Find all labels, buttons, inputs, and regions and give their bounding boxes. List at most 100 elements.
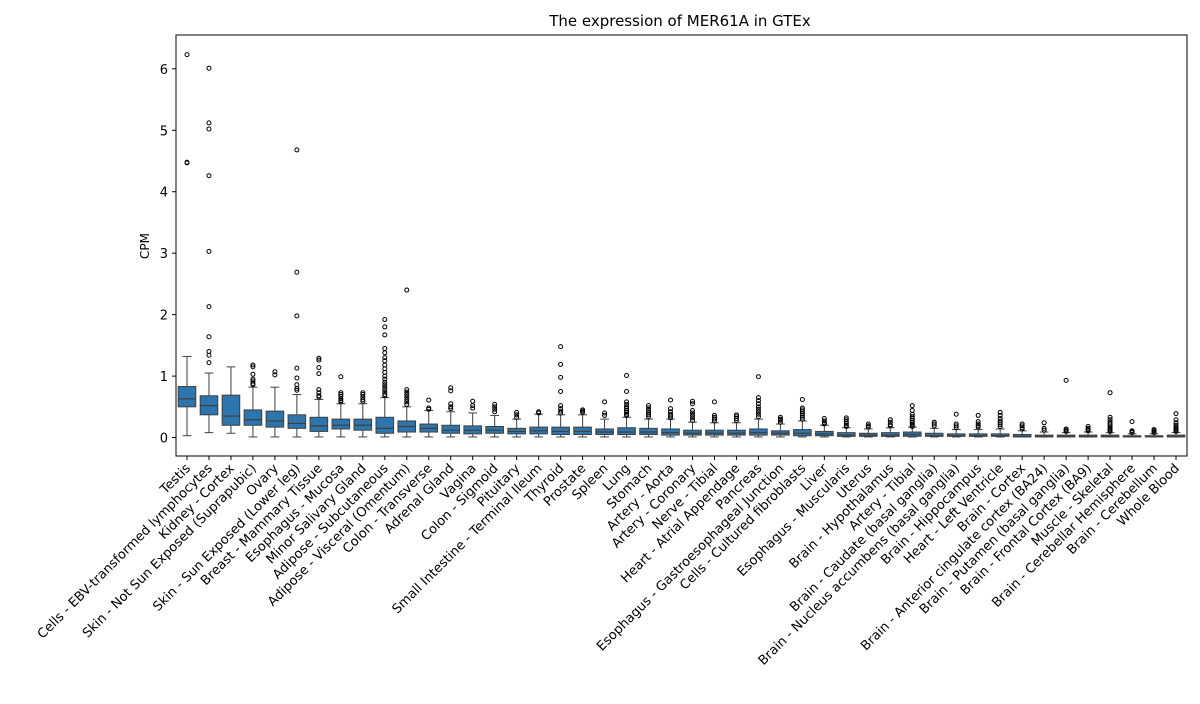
outlier-point: [602, 410, 608, 416]
box-iqr: [990, 433, 1010, 437]
outlier-point: [206, 334, 212, 340]
outlier-point: [382, 384, 388, 390]
outlier-point: [668, 397, 674, 403]
outlier-point: [821, 421, 827, 427]
outlier-point: [711, 418, 717, 424]
outlier-point: [382, 345, 388, 351]
outlier-point: [689, 410, 695, 416]
outlier-point: [492, 406, 498, 412]
y-tick-label: 4: [160, 186, 168, 201]
outlier-point: [997, 422, 1003, 428]
outlier-point: [602, 399, 608, 405]
box-iqr: [551, 426, 570, 435]
outlier-point: [382, 373, 388, 379]
outlier-point: [404, 394, 410, 400]
outlier-point: [514, 409, 520, 415]
outlier-point: [1019, 423, 1025, 429]
outlier-point: [997, 409, 1003, 415]
outlier-point: [404, 401, 410, 407]
outlier-point: [382, 332, 388, 338]
outlier-point: [492, 404, 498, 410]
outlier-point: [316, 364, 322, 370]
outlier-point: [711, 416, 717, 422]
box-iqr: [243, 409, 263, 426]
y-tick-label: 5: [160, 124, 168, 139]
y-tick-label: 0: [160, 432, 168, 447]
outlier-point: [558, 408, 564, 414]
outlier-point: [448, 401, 454, 407]
outlier-point: [470, 398, 476, 404]
outlier-point: [909, 423, 915, 429]
outlier-point: [448, 388, 454, 394]
outlier-point: [382, 387, 388, 393]
box-iqr: [375, 416, 395, 434]
outlier-point: [426, 406, 432, 412]
box-iqr: [968, 433, 988, 437]
box-iqr: [683, 429, 702, 436]
outlier-point: [316, 357, 322, 363]
box-iqr: [946, 433, 966, 437]
outlier-point: [1063, 377, 1069, 383]
box-iqr: [441, 424, 461, 434]
outlier-point: [602, 412, 608, 418]
outlier-point: [1041, 420, 1047, 426]
outlier-point: [316, 394, 322, 400]
outlier-point: [382, 317, 388, 323]
outlier-point: [865, 421, 871, 427]
outlier-point: [338, 374, 344, 380]
outlier-point: [404, 387, 410, 393]
outlier-point: [294, 365, 300, 371]
outlier-point: [975, 412, 981, 418]
outlier-point: [646, 412, 652, 418]
outlier-point: [360, 392, 366, 398]
outlier-point: [689, 398, 695, 404]
outlier-point: [689, 408, 695, 414]
outlier-point: [514, 412, 520, 418]
outlier-point: [184, 160, 190, 166]
box-iqr: [749, 428, 768, 436]
outlier-point: [646, 403, 652, 409]
outlier-point: [624, 399, 630, 405]
outlier-point: [624, 372, 630, 378]
outlier-point: [250, 364, 256, 370]
outlier-point: [1107, 414, 1113, 420]
outlier-point: [755, 409, 761, 415]
outlier-point: [1041, 425, 1047, 431]
outlier-point: [382, 393, 388, 399]
outlier-point: [1107, 390, 1113, 396]
outlier-point: [931, 421, 937, 427]
outlier-point: [1063, 428, 1069, 434]
y-tick-label: 1: [160, 370, 168, 385]
outlier-point: [316, 355, 322, 361]
outlier-point: [887, 423, 893, 429]
outlier-point: [382, 324, 388, 330]
box-iqr: [309, 416, 329, 432]
outlier-point: [668, 406, 674, 412]
outlier-point: [470, 403, 476, 409]
box-iqr: [265, 410, 285, 428]
outlier-point: [470, 405, 476, 411]
outlier-point: [382, 379, 388, 385]
outlier-point: [294, 313, 300, 319]
outlier-point: [360, 398, 366, 404]
outlier-point: [272, 369, 278, 375]
outlier-point: [294, 147, 300, 153]
box-iqr: [924, 432, 944, 437]
outlier-point: [733, 417, 739, 423]
outlier-point: [689, 415, 695, 421]
outlier-point: [184, 52, 190, 58]
outlier-point: [997, 412, 1003, 418]
outlier-point: [624, 412, 630, 418]
outlier-point: [975, 424, 981, 430]
outlier-point: [1107, 428, 1113, 434]
outlier-point: [492, 409, 498, 415]
outlier-point: [558, 361, 564, 367]
outlier-point: [646, 405, 652, 411]
outlier-point: [1151, 430, 1157, 436]
outlier-point: [382, 350, 388, 356]
outlier-point: [426, 397, 432, 403]
outlier-point: [689, 417, 695, 423]
outlier-point: [404, 392, 410, 398]
